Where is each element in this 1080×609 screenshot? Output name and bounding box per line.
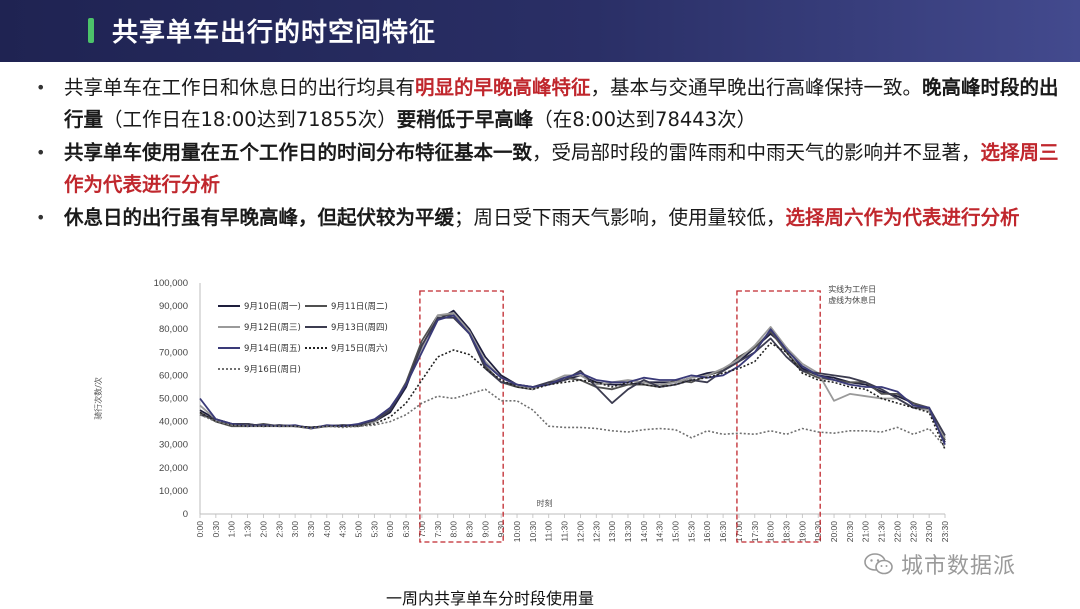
- legend-label: 9月15日(周六): [331, 343, 388, 354]
- x-tick-label: 13:00: [607, 521, 617, 543]
- y-tick-label: 0: [183, 509, 188, 520]
- y-tick-label: 70,000: [159, 347, 188, 358]
- bullet-dot-icon: •: [36, 143, 46, 162]
- bullet-item-3: • 休息日的出行虽有早晚高峰，但起伏较为平缓；周日受下雨天气影响，使用量较低，选…: [34, 202, 1064, 234]
- legend-label: 9月10日(周一): [244, 302, 301, 312]
- series-line-5: [199, 314, 946, 446]
- y-tick-label: 60,000: [159, 370, 188, 381]
- x-tick-label: 11:00: [544, 521, 554, 542]
- bullet-dot-icon: •: [36, 208, 46, 227]
- x-tick-label: 14:00: [639, 521, 649, 543]
- y-tick-label: 40,000: [159, 417, 188, 428]
- x-tick-label: 1:30: [243, 521, 253, 538]
- legend-label: 9月16日(周日): [244, 365, 301, 375]
- y-tick-label: 90,000: [159, 301, 188, 312]
- legend-label: 9月14日(周五): [244, 344, 301, 354]
- y-tick-label: 20,000: [159, 463, 188, 474]
- y-axis-title: 骑行次数/次: [93, 377, 103, 420]
- y-tick-label: 100,000: [154, 278, 188, 289]
- x-tick-label: 3:00: [290, 521, 300, 538]
- x-tick-label: 10:30: [528, 521, 538, 543]
- highlight-box: [419, 290, 504, 543]
- x-tick-label: 8:30: [464, 521, 474, 538]
- x-tick-label: 20:30: [845, 521, 855, 543]
- x-tick-label: 17:00: [734, 521, 744, 543]
- x-tick-label: 15:00: [671, 521, 681, 543]
- x-tick-label: 9:00: [480, 521, 490, 538]
- bullet-text: 休息日的出行虽有早晚高峰，但起伏较为平缓；周日受下雨天气影响，使用量较低，选择周…: [64, 206, 1020, 229]
- x-tick-label: 20:00: [829, 521, 839, 543]
- x-tick-label: 3:30: [306, 521, 316, 538]
- accent-bar: [88, 18, 94, 43]
- x-tick-label: 18:30: [781, 521, 791, 543]
- y-tick-label: 80,000: [159, 324, 188, 335]
- x-tick-label: 2:30: [274, 521, 284, 538]
- x-tick-label: 13:30: [623, 521, 633, 543]
- x-tick-label: 14:30: [655, 521, 665, 543]
- chart-annotation: 实线为工作日: [828, 284, 876, 294]
- x-tick-label: 16:30: [718, 521, 728, 543]
- series-line-1: [199, 309, 946, 443]
- series-line-4: [199, 316, 946, 436]
- bullet-item-2: • 共享单车使用量在五个工作日的时间分布特征基本一致，受局部时段的雷阵雨和中雨天…: [34, 137, 1064, 201]
- x-tick-label: 19:00: [797, 521, 807, 543]
- x-tick-label: 5:00: [354, 521, 364, 538]
- x-tick-label: 12:30: [591, 521, 601, 543]
- bullet-text: 共享单车使用量在五个工作日的时间分布特征基本一致，受局部时段的雷阵雨和中雨天气的…: [64, 141, 1059, 196]
- y-tick-label: 10,000: [159, 486, 188, 497]
- highlight-box: [736, 290, 821, 543]
- y-tick-label: 50,000: [159, 394, 188, 405]
- x-tick-label: 17:30: [750, 521, 760, 543]
- x-tick-label: 4:30: [338, 521, 348, 538]
- x-tick-label: 22:30: [908, 521, 918, 543]
- x-tick-label: 2:00: [258, 521, 268, 538]
- series-line-6: [199, 342, 946, 450]
- title-bar: 共享单车出行的时空间特征: [0, 0, 1080, 62]
- series-line-7: [199, 388, 946, 448]
- x-tick-label: 15:30: [686, 521, 696, 543]
- x-tick-label: 9:30: [496, 521, 506, 538]
- x-tick-label: 1:00: [227, 521, 237, 538]
- x-tick-label: 6:30: [401, 521, 411, 538]
- x-tick-label: 18:00: [766, 521, 776, 543]
- legend-label: 9月12日(周三): [244, 323, 301, 333]
- x-tick-label: 8:00: [449, 521, 459, 538]
- x-tick-label: 7:00: [417, 521, 427, 538]
- x-tick-label: 21:00: [861, 521, 871, 543]
- x-axis-title: 时刻: [537, 498, 553, 508]
- x-tick-label: 0:00: [195, 521, 205, 538]
- chart-container: 0 10,000 20,000 30,000 40,000 50,000 60,000 70,…: [90, 268, 970, 580]
- x-tick-label: 0:30: [211, 521, 221, 538]
- watermark: 城市数据派: [864, 548, 1016, 580]
- x-tick-label: 7:30: [433, 521, 443, 538]
- x-tick-label: 16:00: [702, 521, 712, 543]
- bullet-dot-icon: •: [36, 78, 46, 97]
- legend-label: 9月13日(周四): [331, 323, 388, 333]
- chart-annotation: 虚线为休息日: [828, 295, 876, 305]
- x-tick-label: 6:00: [385, 521, 395, 538]
- wechat-icon: [864, 553, 893, 575]
- line-chart: 0 10,000 20,000 30,000 40,000 50,000 60,000 70,…: [93, 278, 950, 543]
- x-tick-label: 11:30: [560, 521, 570, 542]
- x-tick-label: 19:30: [813, 521, 823, 543]
- x-tick-label: 23:30: [940, 521, 950, 543]
- bullet-item-1: • 共享单车在工作日和休息日的出行均具有明显的早晚高峰特征，基本与交通早晚出行高…: [34, 72, 1064, 136]
- x-tick-label: 22:00: [892, 521, 902, 543]
- bullet-list: • 共享单车在工作日和休息日的出行均具有明显的早晚高峰特征，基本与交通早晚出行高…: [34, 72, 1064, 235]
- x-tick-label: 21:30: [877, 521, 887, 543]
- x-tick-label: 5:30: [369, 521, 379, 538]
- x-tick-label: 4:00: [322, 521, 332, 538]
- legend-label: 9月11日(周二): [331, 302, 388, 312]
- bullet-text: 共享单车在工作日和休息日的出行均具有明显的早晚高峰特征，基本与交通早晚出行高峰保…: [64, 76, 1059, 131]
- x-tick-label: 12:00: [575, 521, 585, 543]
- x-tick-label: 10:00: [512, 521, 522, 543]
- watermark-text: 城市数据派: [901, 554, 1017, 579]
- chart-caption: 一周内共享单车分时段使用量: [385, 589, 594, 608]
- y-tick-label: 30,000: [159, 440, 188, 451]
- page-title: 共享单车出行的时空间特征: [112, 18, 437, 48]
- x-tick-label: 23:00: [924, 521, 934, 543]
